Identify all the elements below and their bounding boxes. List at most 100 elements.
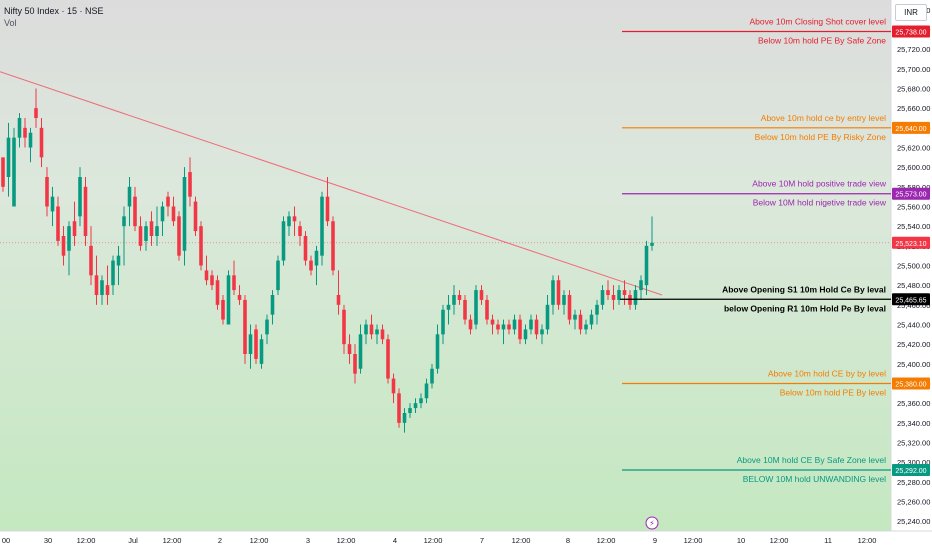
y-tick-label: 25,600.00 [897, 163, 930, 172]
candle [23, 118, 27, 148]
candle-body [287, 216, 291, 227]
candle-body [441, 309, 445, 335]
candle-body [551, 280, 555, 305]
candle-body [23, 127, 27, 138]
candle [133, 186, 137, 232]
y-tick-label: 25,700.00 [897, 65, 930, 74]
y-tick-label: 25,480.00 [897, 281, 930, 290]
candle-body [391, 378, 396, 394]
volume-label: Vol [4, 18, 17, 28]
candle-body [534, 319, 539, 335]
level-above-label: Above 10M hold CE By Safe Zone level [737, 455, 886, 465]
candle-body [336, 295, 341, 305]
candle-body [166, 196, 170, 207]
candle-body [485, 299, 489, 320]
candle [56, 196, 60, 246]
event-marker-glyph: ⚡ [649, 519, 655, 528]
y-tick-label: 25,260.00 [897, 498, 930, 507]
x-tick-label: 10 [737, 536, 745, 545]
candle [28, 127, 33, 163]
candle [259, 334, 264, 369]
candle [545, 295, 550, 335]
candle-body [507, 324, 511, 330]
y-tick-label: 25,680.00 [897, 85, 930, 94]
currency-button[interactable]: INR [895, 4, 927, 21]
candle-body [50, 196, 55, 212]
candle-body [358, 334, 363, 369]
candle [67, 221, 71, 276]
candle [94, 255, 99, 305]
candle-body [270, 295, 275, 315]
level-price-tag [892, 293, 930, 306]
candle-body [243, 299, 247, 354]
candle [276, 255, 280, 295]
candle-body [100, 280, 104, 295]
candle-body [523, 329, 528, 340]
candle [188, 157, 192, 207]
candle [89, 226, 93, 286]
x-tick-label: 12:00 [163, 536, 182, 545]
candle-body [435, 334, 440, 369]
candle [562, 290, 566, 315]
level-price-label: 25,292.00 [895, 468, 926, 475]
x-tick-label: 12:00 [770, 536, 789, 545]
x-tick-label: 7 [480, 536, 484, 545]
candle-body [116, 255, 121, 266]
candle-body [474, 290, 478, 325]
candle [144, 221, 148, 251]
time-axis-background[interactable] [0, 531, 932, 550]
candle [72, 201, 77, 246]
x-tick-label: 12:00 [597, 536, 616, 545]
x-tick-label: 12:00 [424, 536, 443, 545]
candle [177, 211, 181, 261]
candle [457, 290, 462, 305]
x-tick-label: 12:00 [512, 536, 531, 545]
candle [364, 319, 368, 345]
candle [320, 191, 324, 266]
candle [529, 314, 533, 335]
x-tick-label: 12:00 [337, 536, 356, 545]
y-tick-label: 25,240.00 [897, 517, 930, 526]
price-axis-background[interactable] [891, 0, 932, 531]
x-tick-label: 12:00 [250, 536, 269, 545]
candle-body [67, 226, 71, 251]
candle-body [177, 216, 181, 256]
candle [347, 334, 352, 364]
level-below-label: BELOW 10M hold UNWANDING level [743, 474, 886, 484]
candle-body [303, 236, 308, 261]
candle-body [237, 295, 242, 300]
candle-body [298, 226, 302, 236]
x-tick-label: 12:00 [684, 536, 703, 545]
candle [78, 167, 82, 227]
candle [479, 285, 484, 305]
candle [270, 290, 275, 325]
candle-body [518, 319, 522, 340]
candle-body [545, 304, 550, 330]
y-tick-label: 25,580.00 [897, 183, 930, 192]
candle [100, 275, 104, 305]
candle-body [617, 290, 621, 300]
y-tick-label: 25,620.00 [897, 144, 930, 153]
candle-body [325, 196, 330, 222]
x-tick-label: 2 [218, 536, 222, 545]
level-price-tag [892, 377, 930, 390]
candle-body [281, 221, 286, 261]
x-tick-label: 00 [2, 536, 10, 545]
candle [166, 191, 170, 217]
candle [468, 314, 473, 335]
x-tick-label: 3 [306, 536, 310, 545]
level-below-label: Below 10m hold PE By Safe Zone [758, 35, 886, 45]
candle-body [61, 236, 66, 256]
candle-body [402, 413, 407, 423]
x-tick-label: 30 [44, 536, 52, 545]
candle [1, 157, 5, 192]
candle-body [56, 206, 60, 241]
x-tick-label: 4 [393, 536, 397, 545]
candle [446, 295, 451, 325]
candle-body [342, 309, 346, 345]
candle [204, 255, 209, 286]
candle-body [496, 324, 500, 330]
candle [160, 201, 165, 236]
